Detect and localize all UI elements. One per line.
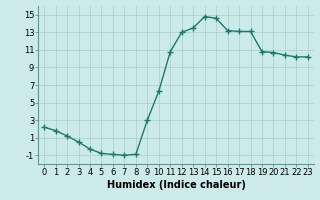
X-axis label: Humidex (Indice chaleur): Humidex (Indice chaleur) [107,180,245,190]
